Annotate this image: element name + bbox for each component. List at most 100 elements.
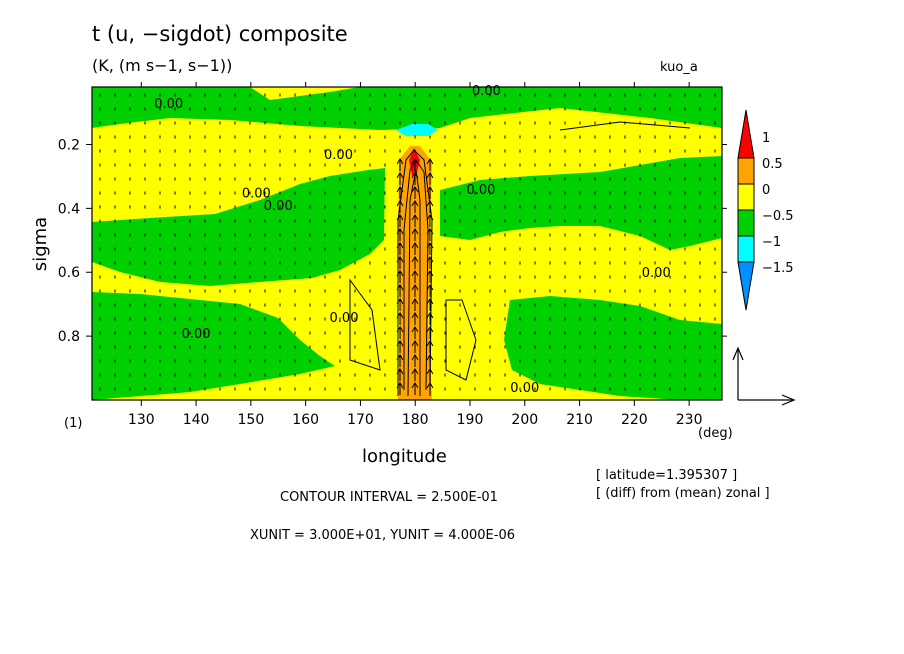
contour-label: 0.00 (154, 97, 183, 112)
vector-arrow-head (426, 368, 434, 375)
vector-arrow-head (426, 186, 434, 193)
colorbar-segment (737, 183, 755, 211)
experiment-tag: kuo_a (660, 60, 698, 75)
x-tick-label: 210 (566, 412, 593, 428)
colorbar-label: 0.5 (762, 157, 783, 172)
x-tick-label: 140 (183, 412, 210, 428)
colorbar: 1 0.5 0 −0.5 −1 −1.5 (737, 109, 794, 311)
vector-arrow-head (396, 354, 404, 361)
contour-label: 0.00 (642, 266, 671, 281)
vector-arrow-head (426, 256, 434, 263)
diff-note: [ (diff) from (mean) zonal ] (596, 486, 770, 501)
vector-arrow-head (396, 312, 404, 319)
chart-title: t (u, −sigdot) composite (92, 22, 348, 46)
plot-frame (91, 86, 723, 401)
vector-arrow-head (396, 326, 404, 333)
vector-arrow-head (411, 270, 419, 277)
contour-label: 0.00 (472, 84, 501, 99)
panel-label: (1) (64, 416, 83, 431)
min-region (396, 124, 438, 136)
y-tick-label: 0.8 (58, 329, 80, 345)
vector-field (99, 93, 716, 395)
vector-arrow-head (426, 214, 434, 221)
vector-arrow-head (426, 242, 434, 249)
colorbar-cap-top (737, 109, 755, 159)
vector-arrow-head (411, 340, 419, 347)
contour-label: 0.00 (330, 311, 359, 326)
vector-arrow-head (426, 298, 434, 305)
vector-arrow-head (411, 228, 419, 235)
vector-arrow-head (411, 200, 419, 207)
x-tick-label: 190 (457, 412, 484, 428)
x-tick-label: 230 (676, 412, 703, 428)
contour-lines (349, 121, 691, 397)
x-tick-label: 150 (238, 412, 265, 428)
x-tick-label: 160 (292, 412, 319, 428)
vector-arrow-head (426, 326, 434, 333)
vector-arrow-head (426, 172, 434, 179)
vector-arrow-head (411, 242, 419, 249)
y-tick-label: 0.2 (58, 137, 80, 153)
negative-region-left (92, 168, 385, 286)
reference-vector-vertical-head (732, 346, 744, 361)
colorbar-segment (737, 157, 755, 185)
vector-arrow-head (396, 214, 404, 221)
vector-arrow-head (411, 256, 419, 263)
vector-arrow-head (411, 326, 419, 333)
vector-arrow-head (426, 228, 434, 235)
vector-arrow-head (426, 354, 434, 361)
vector-arrow-head (411, 382, 419, 389)
vector-arrow-head (411, 354, 419, 361)
vector-arrow-head (411, 312, 419, 319)
vector-arrow-head (426, 158, 434, 165)
colorbar-cap-bottom (737, 261, 755, 311)
chart-units: (K, (m s−1, s−1)) (92, 56, 233, 75)
contour-label: 0.00 (466, 183, 495, 198)
contour-label: 0.00 (242, 186, 271, 201)
colorbar-label: −1 (762, 235, 781, 250)
vector-arrow-head (426, 312, 434, 319)
colorbar-segment (737, 235, 755, 263)
contour-label: 0.00 (264, 199, 293, 214)
reference-vector (732, 346, 796, 406)
x-axis: 130 140 150 160 170 180 190 200 210 220 230 (128, 82, 703, 428)
y-tick-label: 0.4 (58, 201, 80, 217)
vector-arrow-head (396, 242, 404, 249)
negative-region-top-band (92, 87, 722, 130)
colorbar-label: 1 (762, 131, 770, 146)
colorbar-label: −1.5 (762, 261, 794, 276)
contour-label: 0.00 (510, 381, 539, 396)
colorbar-label: −0.5 (762, 209, 794, 224)
vector-arrow-head (396, 172, 404, 179)
vector-arrow-head (396, 284, 404, 291)
colorbar-label: 0 (762, 183, 770, 198)
y-axis: 0.2 0.4 0.6 0.8 (58, 137, 727, 345)
vector-arrow-head (426, 382, 434, 389)
x-tick-label: 220 (621, 412, 648, 428)
y-tick-label: 0.6 (58, 265, 80, 281)
vector-arrow-head (426, 270, 434, 277)
vector-arrow-head (411, 284, 419, 291)
x-tick-label: 130 (128, 412, 155, 428)
vector-arrow-head (411, 214, 419, 221)
vector-arrow-head (426, 200, 434, 207)
contour-label: 0.00 (324, 148, 353, 163)
vector-arrow-head (396, 298, 404, 305)
vector-arrow-head (411, 368, 419, 375)
vector-arrow-head (411, 158, 419, 165)
vector-arrow-head (411, 298, 419, 305)
vector-arrow-head (411, 172, 419, 179)
vector-arrow-head (396, 158, 404, 165)
negative-region-right (440, 156, 722, 250)
contour-fill-layer (92, 87, 722, 400)
vector-arrow-head (411, 186, 419, 193)
vector-arrow-head (396, 228, 404, 235)
negative-region-blob (556, 206, 578, 226)
contour-labels: 0.000.000.000.000.000.000.000.000.000.00 (154, 84, 671, 396)
vector-arrow-head (426, 340, 434, 347)
contour-interval: CONTOUR INTERVAL = 2.500E-01 (280, 490, 498, 505)
vector-arrow-head (396, 200, 404, 207)
units-note: XUNIT = 3.000E+01, YUNIT = 4.000E-06 (250, 528, 515, 543)
x-tick-label: 170 (347, 412, 374, 428)
